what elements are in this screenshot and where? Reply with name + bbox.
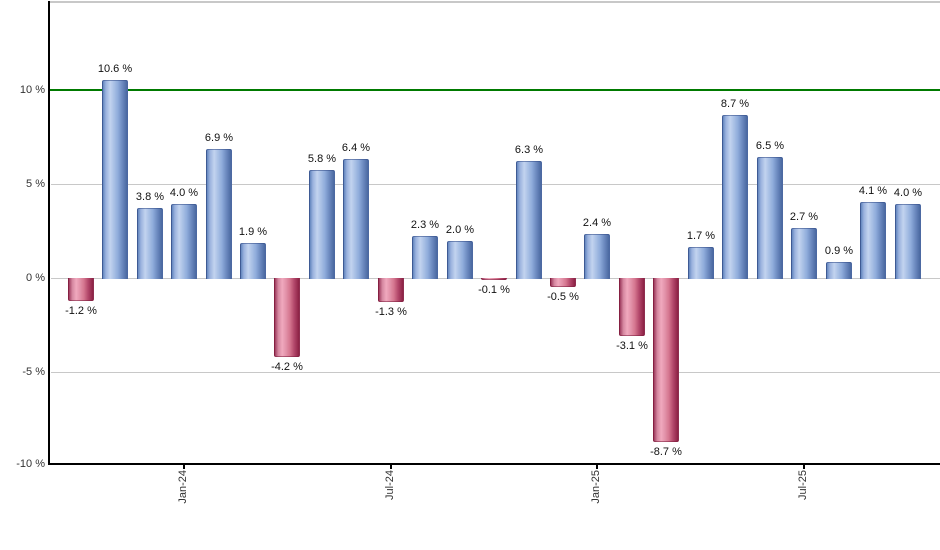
- bar-value-label: 8.7 %: [720, 98, 750, 110]
- x-tick: [390, 465, 392, 469]
- x-tick: [596, 465, 598, 469]
- bar: [343, 159, 369, 279]
- bar-value-label: -1.3 %: [375, 306, 407, 318]
- y-tick-label: 0 %: [26, 272, 45, 284]
- bar: [378, 278, 404, 302]
- bar-value-label: -3.1 %: [616, 340, 648, 352]
- bar-value-label: 4.1 %: [858, 185, 888, 197]
- bar-value-label: 0.9 %: [824, 245, 854, 257]
- bar-value-label: 2.3 %: [410, 219, 440, 231]
- bar: [826, 262, 852, 279]
- plot-top-border: [49, 1, 940, 3]
- bar-value-label: -0.5 %: [547, 291, 579, 303]
- bar: [757, 157, 783, 279]
- bar-value-label: -4.2 %: [271, 361, 303, 373]
- bar: [791, 228, 817, 279]
- bar: [550, 278, 576, 287]
- bar: [206, 149, 232, 279]
- bar: [274, 278, 300, 357]
- bar-value-label: 5.8 %: [307, 153, 337, 165]
- bar: [171, 204, 197, 279]
- bar: [653, 278, 679, 442]
- bar: [860, 202, 886, 279]
- bar-value-label: 2.7 %: [789, 211, 819, 223]
- bar: [619, 278, 645, 336]
- bar-value-label: 2.0 %: [445, 224, 475, 236]
- bar: [137, 208, 163, 279]
- reference-line-10pct: [49, 89, 940, 91]
- bar-value-label: -0.1 %: [478, 284, 510, 296]
- bar: [68, 278, 94, 301]
- x-tick: [803, 465, 805, 469]
- bar-value-label: 3.8 %: [135, 191, 165, 203]
- x-tick-label: Jul-24: [384, 470, 396, 500]
- bar-value-label: 10.6 %: [97, 63, 133, 75]
- bar: [240, 243, 266, 279]
- bar-value-label: 4.0 %: [169, 187, 199, 199]
- bar-value-label: 4.0 %: [893, 187, 923, 199]
- bar: [102, 80, 128, 279]
- y-tick-label: 5 %: [26, 178, 45, 190]
- bar-value-label: 6.4 %: [341, 142, 371, 154]
- bar: [722, 115, 748, 279]
- bar-value-label: 6.5 %: [755, 140, 785, 152]
- x-tick-label: Jan-25: [590, 470, 602, 504]
- x-tick: [183, 465, 185, 469]
- bar: [895, 204, 921, 279]
- bar: [309, 170, 335, 279]
- x-axis-line: [48, 463, 940, 465]
- x-tick-label: Jul-25: [797, 470, 809, 500]
- bar: [584, 234, 610, 279]
- bar-value-label: 6.3 %: [514, 144, 544, 156]
- bar-value-label: -1.2 %: [65, 305, 97, 317]
- bar: [481, 278, 507, 280]
- bar-value-label: 6.9 %: [204, 132, 234, 144]
- bar: [516, 161, 542, 279]
- gridline: [51, 372, 940, 373]
- bar-value-label: 2.4 %: [582, 217, 612, 229]
- y-tick-label: 10 %: [19, 84, 45, 96]
- y-tick-label: -10 %: [16, 458, 45, 470]
- gridline: [51, 184, 940, 185]
- bar: [688, 247, 714, 279]
- bar: [447, 241, 473, 279]
- bar-value-label: 1.7 %: [686, 230, 716, 242]
- bar: [412, 236, 438, 279]
- x-tick-label: Jan-24: [177, 470, 189, 504]
- y-axis-line: [48, 1, 50, 465]
- bar-value-label: 1.9 %: [238, 226, 268, 238]
- y-tick-label: -5 %: [22, 366, 45, 378]
- bar-value-label: -8.7 %: [650, 446, 682, 458]
